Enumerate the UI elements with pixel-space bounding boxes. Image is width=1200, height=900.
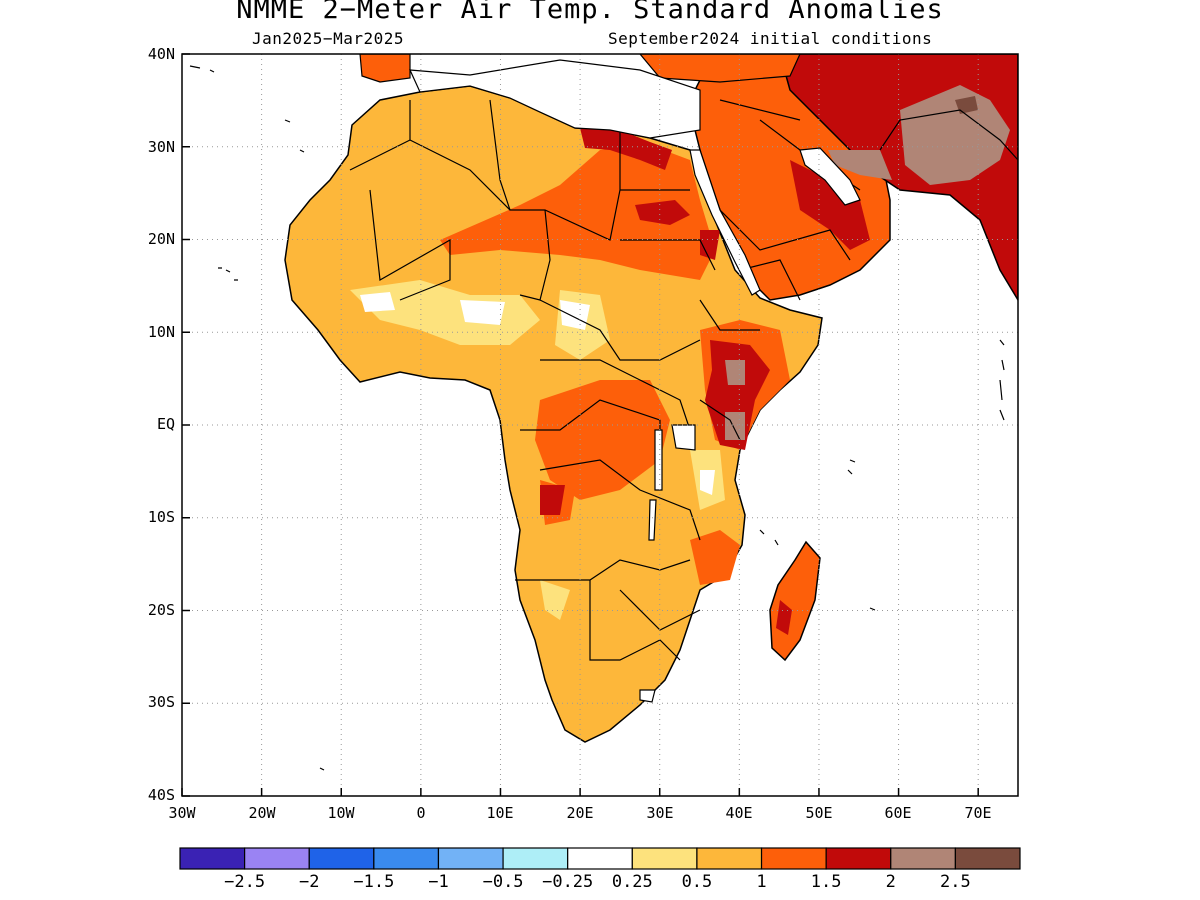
lat-tick-label: 10N [148, 323, 175, 341]
lat-tick-label: 10S [148, 508, 175, 526]
anomaly-above-2.5-region [955, 96, 978, 114]
anomaly-1.5to2-regions [540, 128, 870, 635]
persian-gulf [799, 147, 861, 206]
lon-tick-label: 0 [416, 804, 425, 822]
lon-tick-label: 60E [884, 804, 911, 822]
lat-tick-label: 30N [148, 138, 175, 156]
colorbar-label: 1 [756, 872, 766, 892]
colorbar-label: −2 [299, 872, 319, 892]
colorbar-label: −1 [428, 872, 448, 892]
lon-tick-label: 40E [725, 804, 752, 822]
colorbar-label: −2.5 [224, 872, 265, 892]
map-area [189, 54, 1018, 771]
colorbar-label: 0.25 [612, 872, 653, 892]
anomaly-2to2.5-regions [725, 85, 1010, 440]
madagascar [769, 540, 821, 662]
anomaly-neutral-regions [360, 292, 715, 495]
lat-tick-label: 40S [148, 786, 175, 804]
mediterranean-sea [409, 59, 701, 139]
longitude-axis: 30W 20W 10W 0 10E 20E 30E 40E 50E 60E 70… [168, 788, 992, 822]
colorbar-swatch [308, 847, 375, 870]
colorbar-swatch [954, 847, 1021, 870]
lat-tick-label: 20N [148, 230, 175, 248]
red-sea [689, 149, 761, 296]
lon-tick-label: 10E [486, 804, 513, 822]
lon-tick-label: 20W [248, 804, 276, 822]
forecast-period: Jan2025−Mar2025 [252, 29, 404, 48]
grid-lines [182, 54, 1018, 796]
lon-tick-label: 10W [327, 804, 355, 822]
colorbar: −2.5 −2 −1.5 −1 −0.5 −0.25 0.25 0.5 1 1.5 2 2.5 [179, 847, 1021, 892]
colorbar-swatch [890, 847, 956, 870]
colorbar-label: 1.5 [811, 872, 842, 892]
lat-tick-label: 30S [148, 693, 175, 711]
lon-tick-label: 70E [964, 804, 991, 822]
colorbar-swatch [825, 847, 892, 870]
colorbar-label: 2 [886, 872, 896, 892]
lon-tick-label: 30E [646, 804, 673, 822]
lat-tick-label: EQ [157, 415, 175, 433]
colorbar-swatch [244, 847, 310, 870]
colorbar-swatch [502, 847, 569, 870]
lon-tick-label: 50E [805, 804, 832, 822]
colorbar-swatch [696, 847, 763, 870]
colorbar-swatch [567, 847, 633, 870]
colorbar-label: −0.25 [542, 872, 593, 892]
europe-strip [359, 54, 411, 83]
lat-tick-label: 20S [148, 601, 175, 619]
lon-tick-label: 20E [566, 804, 593, 822]
colorbar-label: −1.5 [353, 872, 394, 892]
colorbar-label: 0.5 [682, 872, 713, 892]
lon-tick-label: 30W [168, 804, 196, 822]
lat-tick-label: 40N [148, 45, 175, 63]
colorbar-swatch [631, 847, 698, 870]
islands [189, 65, 1005, 771]
colorbar-swatch [760, 847, 827, 870]
initial-conditions: September2024 initial conditions [608, 29, 933, 48]
latitude-axis: 40N 30N 20N 10N EQ 10S 20S 30S 40S [148, 45, 190, 804]
turkey-strip [639, 54, 801, 83]
colorbar-swatch [437, 847, 504, 870]
colorbar-label: −0.5 [483, 872, 524, 892]
map-title: NMME 2−Meter Air Temp. Standard Anomalie… [236, 0, 944, 25]
colorbar-swatch [179, 847, 246, 870]
colorbar-swatch [373, 847, 440, 870]
colorbar-label: 2.5 [940, 872, 971, 892]
